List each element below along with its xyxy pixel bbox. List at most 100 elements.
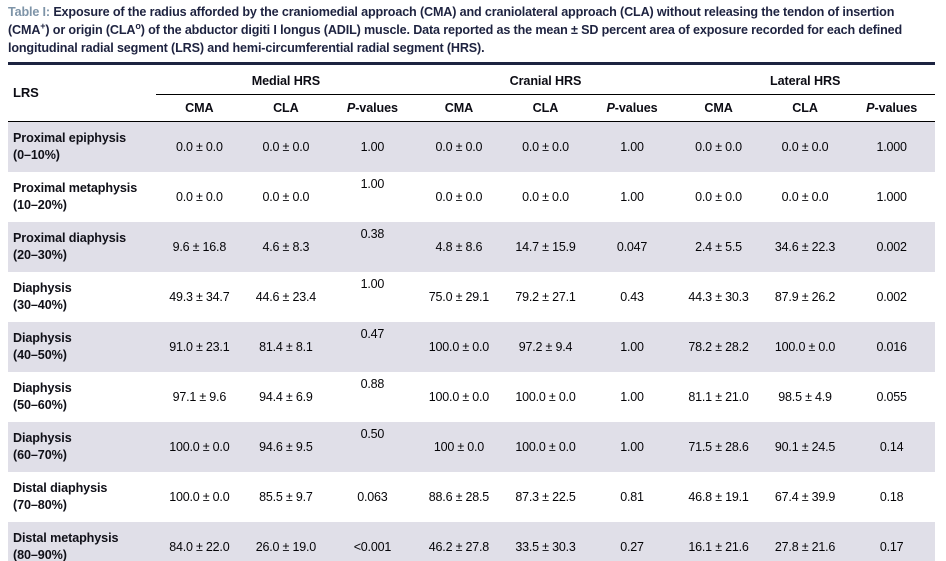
table-row: Distal diaphysis (70–80%) 100.0 ± 0.0 85… [8,472,935,522]
p-values-label: P-values [866,101,918,116]
cell-lateral-p-value: 0.055 [876,390,907,405]
cell-cranial-p-value: 1.00 [620,340,644,355]
cell-cranial-cla: 97.2 ± 9.4 [518,340,573,355]
cell-cranial-p-value: 1.00 [620,190,644,205]
cell-medial-cla: 85.5 ± 9.7 [259,490,313,505]
cell-cranial-cla: 0.0 ± 0.0 [522,190,569,205]
cell-lateral-cma: 0.0 ± 0.0 [695,190,742,205]
cell-cranial-cma: 0.0 ± 0.0 [435,140,483,155]
cell-medial-p-value: 1.00 [360,277,385,292]
cell-cranial-p-value: 0.81 [620,490,644,505]
cell-lateral-cla: 27.8 ± 21.6 [774,540,836,555]
column-header-medial-cla: CLA [242,94,330,123]
cell-lateral-p-value: 0.18 [879,490,904,505]
cell-cranial-p-value: 1.00 [620,440,644,455]
cell-cranial-cla: 0.0 ± 0.0 [522,140,569,155]
exposure-table: LRS Medial HRS Cranial HRS Lateral HRS C… [8,62,935,561]
caption-text-1: Exposure of the radius afforded by the c… [8,5,895,38]
cell-medial-cla: 0.0 ± 0.0 [262,140,310,155]
cell-medial-cla: 94.6 ± 9.5 [259,440,313,455]
group-header-medial-hrs: Medial HRS [156,63,416,96]
cell-lateral-p-value: 0.002 [876,290,907,305]
cell-medial-cma: 9.6 ± 16.8 [172,240,227,255]
cell-lateral-p-value: 0.016 [876,340,907,355]
cell-medial-cma: 0.0 ± 0.0 [175,190,223,205]
cell-lateral-cla: 87.9 ± 26.2 [774,290,836,305]
cell-lateral-p-value: 0.17 [879,540,904,555]
cell-cranial-p-value: 0.43 [620,290,644,305]
table-row: Proximal metaphysis (10–20%) 0.0 ± 0.0 0… [8,172,935,222]
cell-medial-p-value: 0.063 [357,490,388,505]
column-header-medial-cma: CMA [156,94,243,123]
cell-medial-p-value: <0.001 [353,540,392,555]
cell-medial-cma: 0.0 ± 0.0 [175,140,223,155]
cell-lateral-cla: 0.0 ± 0.0 [781,140,829,155]
cell-medial-p-value: 1.00 [360,177,385,192]
caption-label: Table I: [8,5,50,19]
row-label-range: (70–80%) [13,498,67,513]
cell-medial-cma: 49.3 ± 34.7 [169,290,230,305]
group-header-cranial-hrs: Cranial HRS [415,63,676,96]
cell-medial-p-value: 0.38 [360,227,385,242]
cell-cranial-cma: 75.0 ± 29.1 [428,290,490,305]
cell-medial-p-value: 0.50 [360,427,385,442]
row-label-range: (80–90%) [13,548,67,561]
row-label-segment: Proximal diaphysis [13,230,126,245]
cell-cranial-cma: 100 ± 0.0 [433,440,485,455]
table-row: Diaphysis (30–40%) 49.3 ± 34.7 44.6 ± 23… [8,272,935,322]
row-label: Proximal epiphysis (0–10%) [8,122,156,173]
p-values-label: P-values [606,101,658,116]
cell-lateral-p-value: 1.000 [876,190,907,205]
cell-lateral-cma: 46.8 ± 19.1 [688,490,749,505]
cell-cranial-cma: 100.0 ± 0.0 [428,340,490,355]
cell-medial-cma: 84.0 ± 22.0 [169,540,230,555]
row-label: Distal metaphysis (80–90%) [8,522,156,561]
row-label: Proximal metaphysis (10–20%) [8,172,156,222]
cell-lateral-cla: 100.0 ± 0.0 [774,340,836,355]
row-label-range: (20–30%) [13,248,67,263]
table-row: Diaphysis (60–70%) 100.0 ± 0.0 94.6 ± 9.… [8,422,935,473]
cell-cranial-cla: 14.7 ± 15.9 [515,240,576,255]
row-label-segment: Diaphysis [13,280,72,295]
row-label-range: (60–70%) [13,448,67,463]
row-label-range: (30–40%) [13,298,67,313]
table-row: Diaphysis (50–60%) 97.1 ± 9.6 94.4 ± 6.9… [8,372,935,422]
row-label-segment: Proximal metaphysis [13,180,138,195]
cell-cranial-cma: 46.2 ± 27.8 [428,540,490,555]
caption-text-2: ) or origin (CLA [45,23,136,38]
p-values-label: P-values [346,101,398,116]
table-row: Distal metaphysis (80–90%) 84.0 ± 22.0 2… [8,522,935,561]
row-label-segment: Diaphysis [13,430,72,445]
table-row: Diaphysis (40–50%) 91.0 ± 23.1 81.4 ± 8.… [8,322,935,373]
cell-medial-cla: 81.4 ± 8.1 [259,340,313,355]
cell-cranial-cla: 100.0 ± 0.0 [515,390,576,405]
cell-lateral-cla: 34.6 ± 22.3 [774,240,836,255]
cell-cranial-cla: 33.5 ± 30.3 [515,540,576,555]
cell-lateral-p-value: 1.000 [876,140,907,155]
column-header-lateral-cla: CLA [761,94,849,123]
group-header-lateral-hrs: Lateral HRS [675,63,935,96]
cell-lateral-cma: 2.4 ± 5.5 [695,240,742,255]
row-label-segment: Diaphysis [13,380,72,395]
cell-medial-cla: 94.4 ± 6.9 [259,390,313,405]
row-label-range: (0–10%) [13,148,60,163]
column-header-lateral-p-values: P-values [848,94,935,123]
row-label-segment: Proximal epiphysis [13,130,126,145]
column-header-medial-p-values: P-values [329,94,416,123]
row-label: Diaphysis (50–60%) [8,372,156,422]
cell-medial-p-value: 1.00 [360,140,385,155]
cell-cranial-p-value: 0.047 [616,240,648,255]
column-header-lateral-cma: CMA [675,94,762,123]
caption-sup-insertion: + [40,20,46,31]
table-header: LRS Medial HRS Cranial HRS Lateral HRS C… [8,63,935,123]
cell-medial-cma: 97.1 ± 9.6 [172,390,227,405]
cell-lateral-cla: 90.1 ± 24.5 [774,440,836,455]
cell-cranial-cma: 88.6 ± 28.5 [428,490,490,505]
column-header-cranial-cla: CLA [502,94,589,123]
row-label-segment: Distal metaphysis [13,530,119,545]
cell-lateral-cma: 78.2 ± 28.2 [688,340,749,355]
table-body: Proximal epiphysis (0–10%) 0.0 ± 0.0 0.0… [8,121,935,561]
caption-sup-origin: o [135,20,141,31]
cell-cranial-cla: 87.3 ± 22.5 [515,490,576,505]
